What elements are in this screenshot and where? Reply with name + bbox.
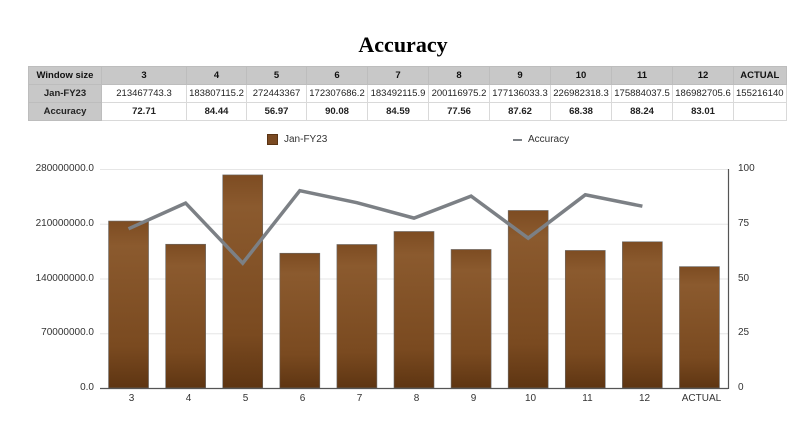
bar: [679, 266, 720, 389]
bar: [108, 220, 149, 389]
table-cell: 83.01: [672, 102, 734, 121]
table-col-header: 6: [306, 66, 368, 85]
x-tick-label: 8: [413, 393, 420, 404]
y2-tick-label: 0: [738, 382, 744, 393]
table-col-header: 9: [489, 66, 551, 85]
y-tick-label: 140000000.0: [35, 273, 94, 284]
bar: [336, 244, 378, 389]
y-tick-label: 0.0: [80, 382, 94, 393]
x-tick-label: 7: [356, 393, 363, 404]
bar: [222, 174, 264, 389]
x-tick-label: 9: [470, 393, 477, 404]
y-tick-label: 280000000.0: [35, 163, 94, 174]
data-table: Window size 3 4 5 6 7 8 9 10 11 12 ACTUA…: [28, 66, 787, 121]
table-col-header: 10: [550, 66, 612, 85]
table-cell: 72.71: [101, 102, 187, 121]
table-row: Accuracy 72.71 84.44 56.97 90.08 84.59 7…: [28, 102, 787, 121]
table-col-header: 3: [101, 66, 187, 85]
table-cell: 88.24: [611, 102, 673, 121]
bar: [393, 231, 435, 389]
y-tick-label: 210000000.0: [35, 218, 94, 229]
x-tick-label: 6: [299, 393, 306, 404]
y2-tick-label: 25: [738, 327, 750, 338]
table-row-label: Accuracy: [28, 102, 102, 121]
table-header-row: Window size 3 4 5 6 7 8 9 10 11 12 ACTUA…: [28, 66, 787, 85]
table-cell: 68.38: [550, 102, 612, 121]
y2-tick-label: 100: [738, 163, 755, 174]
bar: [279, 252, 321, 389]
line-swatch-icon: [513, 138, 522, 141]
x-tick-label: 12: [638, 393, 651, 404]
x-tick-label: 11: [582, 393, 593, 404]
legend-item-line: Accuracy: [513, 134, 569, 145]
accuracy-line: [127, 188, 643, 266]
table-col-header: 8: [428, 66, 490, 85]
bar: [564, 250, 606, 389]
x-tick-label: 10: [524, 393, 537, 404]
bar: [622, 241, 663, 389]
table-col-header: 4: [186, 66, 247, 85]
x-tick-label: 3: [128, 393, 135, 404]
table-col-header: 12: [672, 66, 734, 85]
table-cell: 56.97: [246, 102, 307, 121]
bar-series: [108, 174, 720, 389]
legend-label: Accuracy: [528, 134, 570, 145]
bar: [450, 249, 492, 389]
y2-tick-label: 75: [738, 218, 750, 229]
y-tick-label: 70000000.0: [41, 327, 94, 338]
bar: [165, 243, 206, 389]
legend-label: Jan-FY23: [284, 134, 328, 145]
legend-item-bar: Jan-FY23: [267, 134, 327, 145]
table-cell: 87.62: [489, 102, 551, 121]
x-tick-label: 4: [185, 393, 192, 404]
table-row-label: Jan-FY23: [28, 84, 102, 103]
x-tick-label: 5: [242, 393, 249, 404]
y2-tick-label: 50: [738, 273, 750, 284]
x-tick-label: ACTUAL: [681, 393, 722, 404]
bar-swatch-icon: [267, 134, 278, 145]
table-row: Jan-FY23 213467743.3 183807115.2 2724433…: [28, 84, 787, 103]
page-title: Accuracy: [358, 32, 448, 57]
table-cell: [733, 102, 787, 121]
